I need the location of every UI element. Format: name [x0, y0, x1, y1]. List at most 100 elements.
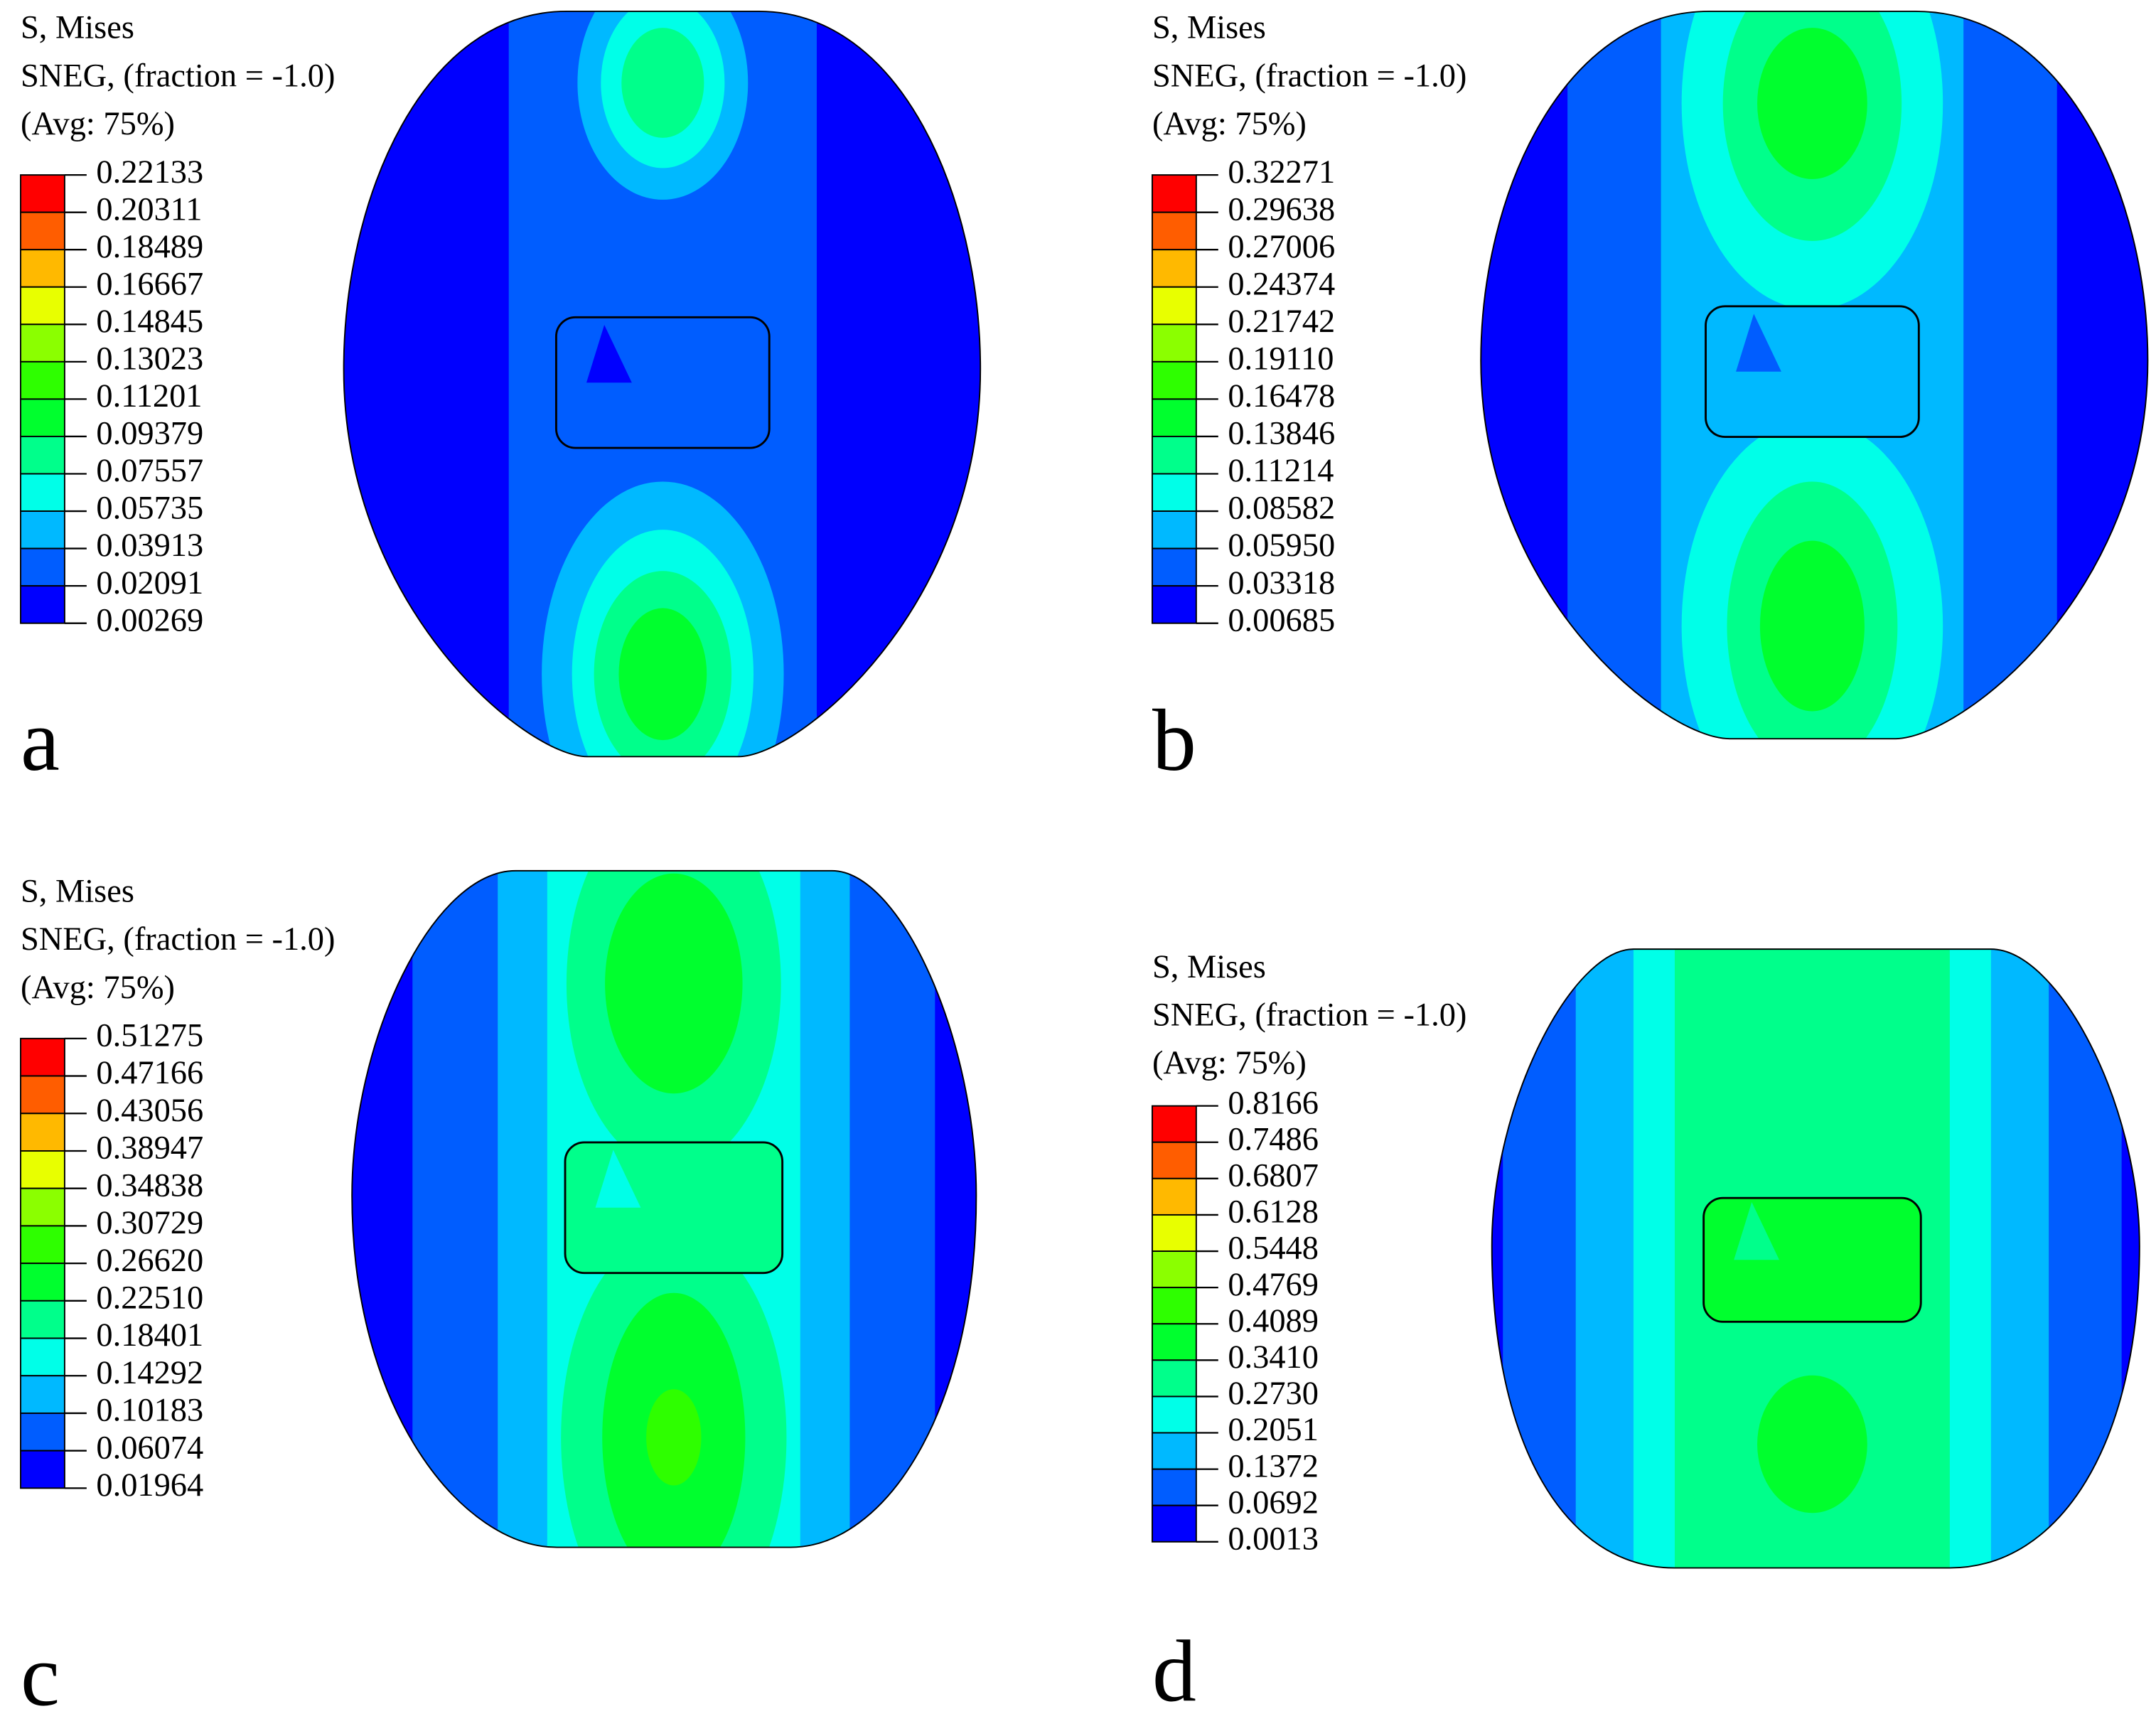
legend-title: (Avg: 75%): [21, 970, 175, 1006]
legend-value: 0.00685: [1228, 602, 1335, 638]
hole-feature: [1736, 314, 1781, 372]
legend-value: 0.18489: [96, 229, 203, 265]
legend-swatch: [1151, 211, 1197, 251]
legend-swatch: [20, 174, 65, 213]
legend-value: 0.22133: [96, 154, 203, 191]
panel: S, Mises SNEG, (fraction = -1.0) (Avg: 75%…: [1151, 948, 2140, 1720]
legend-value: 0.18401: [96, 1317, 203, 1354]
legend-swatch: [20, 360, 65, 400]
legend-swatch: [20, 1375, 65, 1414]
legend-value: 0.05950: [1228, 527, 1335, 564]
legend-swatch: [1151, 360, 1197, 400]
legend-value: 0.16667: [96, 266, 203, 302]
legend-value: 0.00269: [96, 602, 203, 638]
legend-swatch: [1151, 249, 1197, 288]
legend-swatch: [20, 510, 65, 550]
legend-value: 0.38947: [96, 1130, 203, 1167]
legend-swatch: [1151, 435, 1197, 475]
hole: [1702, 1196, 1922, 1323]
legend-value: 0.03318: [1228, 565, 1335, 601]
legend-swatch: [20, 1263, 65, 1302]
panel: S, Mises SNEG, (fraction = -1.0) (Avg: 75%…: [20, 10, 982, 789]
contour-region: [1757, 1375, 1867, 1513]
legend-value: 0.21742: [1228, 304, 1335, 340]
legend-swatch: [1151, 174, 1197, 213]
legend-swatch: [1151, 1432, 1197, 1470]
legend-value: 0.19110: [1228, 341, 1334, 377]
legend-swatch: [1151, 473, 1197, 513]
legend-value: 0.20311: [96, 191, 202, 227]
contour-fill: [1503, 949, 2122, 1568]
panel: S, Mises SNEG, (fraction = -1.0) (Avg: 75%…: [20, 869, 977, 1724]
legend-value: 0.6128: [1228, 1194, 1319, 1231]
legend-swatch: [1151, 1323, 1197, 1361]
contour-outline: [1491, 948, 2140, 1569]
legend-swatch: [20, 286, 65, 326]
legend-value: 0.47166: [96, 1055, 203, 1091]
legend-swatch: [20, 398, 65, 437]
legend-swatch: [20, 1037, 65, 1077]
legend-value: 0.11201: [96, 378, 202, 414]
panel: S, Mises SNEG, (fraction = -1.0) (Avg: 75%…: [1151, 10, 2149, 789]
legend-value: 0.06074: [96, 1430, 203, 1466]
contour-outline: [343, 10, 982, 758]
legend-swatch: [20, 1450, 65, 1489]
legend-value: 0.7486: [1228, 1121, 1319, 1157]
legend-swatch: [1151, 1213, 1197, 1252]
legend-value: 0.13846: [1228, 416, 1335, 452]
legend-swatch: [1151, 1105, 1197, 1143]
legend-value: 0.02091: [96, 565, 203, 601]
legend-swatch: [20, 1225, 65, 1265]
legend-value: 0.51275: [96, 1018, 203, 1054]
legend-value: 0.30729: [96, 1205, 203, 1241]
contour-fill: [1567, 11, 2057, 739]
legend-value: 0.43056: [96, 1093, 203, 1129]
legend-title: SNEG, (fraction = -1.0): [1152, 997, 1466, 1033]
contour-region: [621, 28, 704, 138]
legend-swatch: [1151, 398, 1197, 437]
legend-value: 0.01964: [96, 1467, 203, 1504]
legend-swatch: [1151, 1504, 1197, 1543]
legend-value: 0.3410: [1228, 1339, 1319, 1376]
legend-swatch: [1151, 1395, 1197, 1434]
legend-title: S, Mises: [21, 10, 134, 46]
legend-swatch: [1151, 1287, 1197, 1325]
panel-label: b: [1152, 692, 1196, 789]
legend-title: (Avg: 75%): [21, 106, 175, 142]
legend-value: 0.4769: [1228, 1267, 1319, 1303]
legend-value: 0.1372: [1228, 1448, 1319, 1484]
contour-region: [1759, 540, 1865, 712]
legend-swatch: [1151, 510, 1197, 550]
legend-swatch: [20, 1412, 65, 1452]
legend-value: 0.5448: [1228, 1231, 1319, 1267]
legend-value: 0.09379: [96, 416, 203, 452]
contour-region: [1757, 28, 1867, 179]
legend-value: 0.14845: [96, 304, 203, 340]
legend-value: 0.4089: [1228, 1303, 1319, 1339]
legend-swatch: [20, 323, 65, 363]
legend-value: 0.34838: [96, 1167, 203, 1204]
legend-swatch: [1151, 1250, 1197, 1289]
legend-value: 0.2730: [1228, 1376, 1319, 1412]
legend-swatch: [20, 585, 65, 624]
legend-title: (Avg: 75%): [1152, 1045, 1307, 1081]
panel-label: c: [21, 1627, 60, 1724]
legend-swatch: [1151, 585, 1197, 624]
panel-label: d: [1152, 1623, 1196, 1720]
legend-swatch: [1151, 1141, 1197, 1179]
legend-swatch: [1151, 286, 1197, 326]
legend-swatch: [20, 1150, 65, 1189]
hole-feature: [1734, 1202, 1779, 1260]
legend-value: 0.27006: [1228, 229, 1335, 265]
legend-swatch: [20, 1113, 65, 1152]
hole-feature: [595, 1150, 641, 1208]
legend-title: S, Mises: [1152, 949, 1266, 985]
legend-value: 0.29638: [1228, 191, 1335, 227]
legend-title: SNEG, (fraction = -1.0): [21, 921, 335, 958]
legend-value: 0.22510: [96, 1280, 203, 1316]
legend-swatch: [20, 435, 65, 475]
legend-title: SNEG, (fraction = -1.0): [21, 58, 335, 94]
legend-title: S, Mises: [1152, 10, 1266, 46]
legend-swatch: [20, 1075, 65, 1115]
